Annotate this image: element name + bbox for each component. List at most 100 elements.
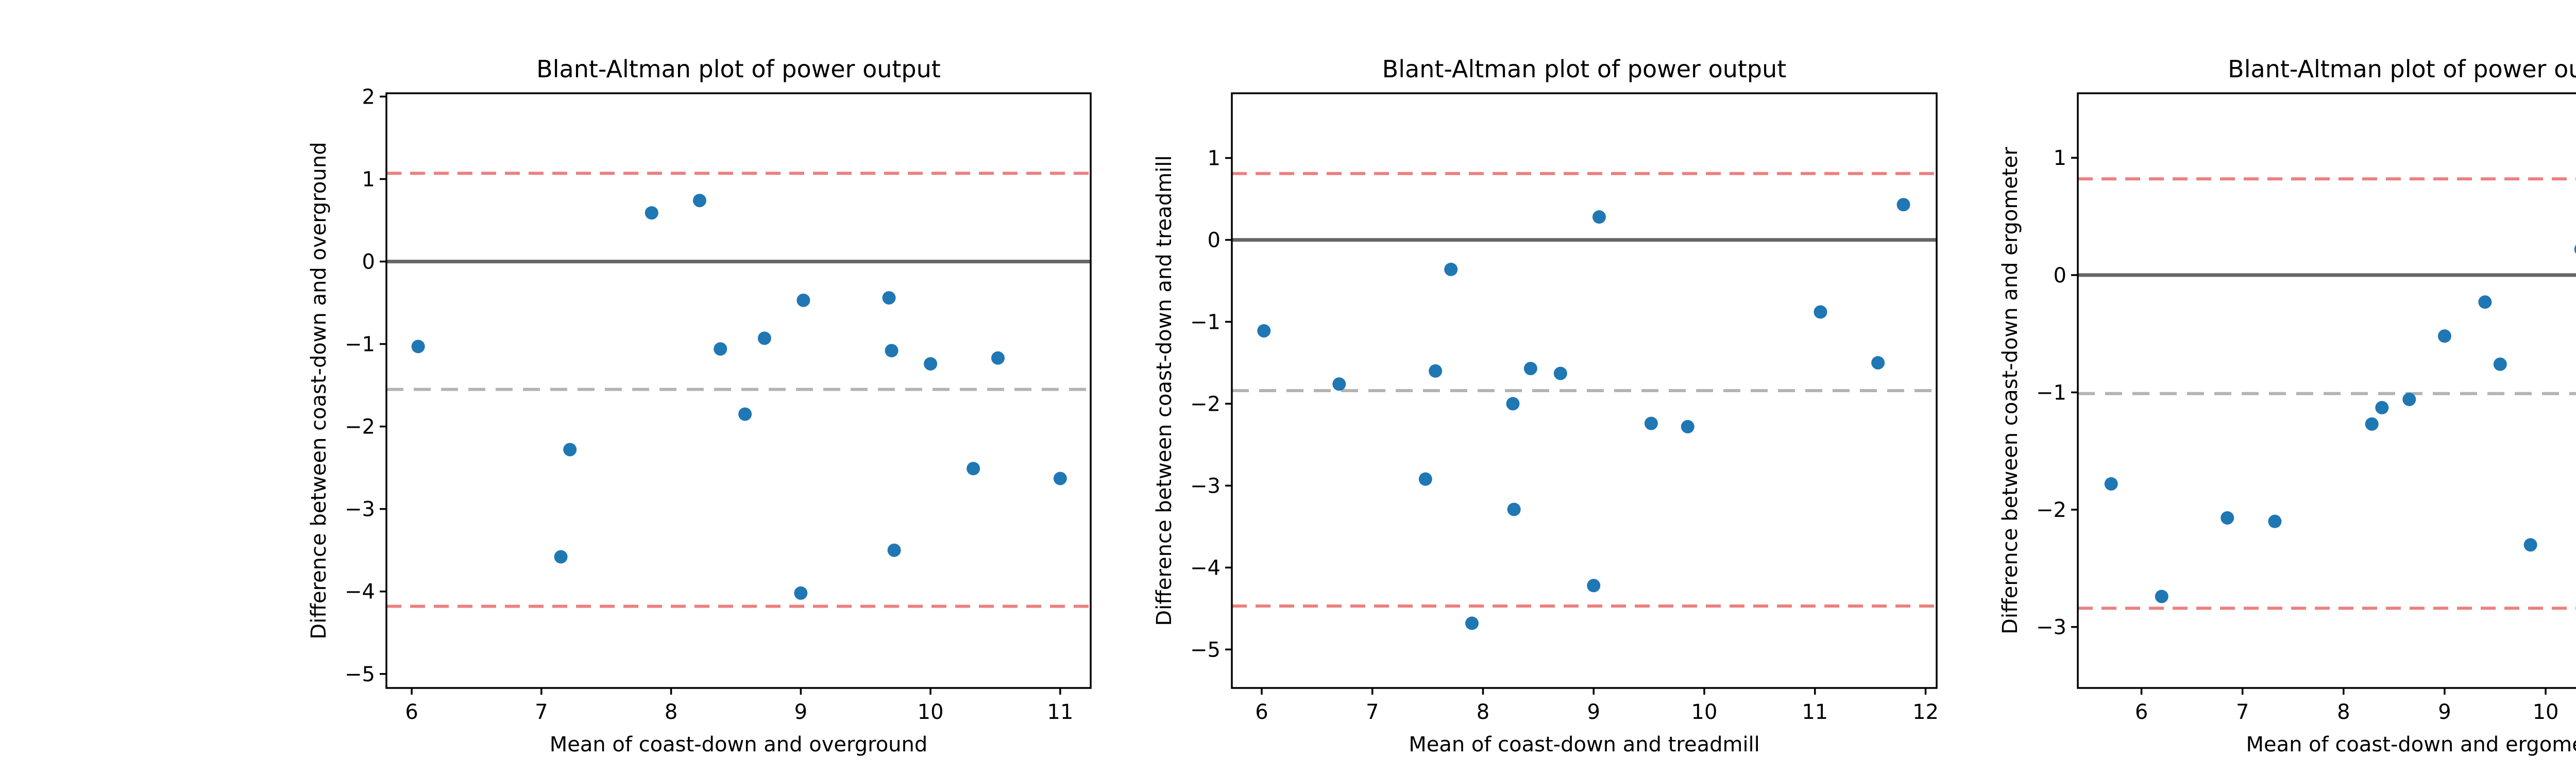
x-axis-label: Mean of coast-down and treadmill [1409,733,1760,757]
data-point [1257,324,1271,338]
y-tick-label: −4 [1190,556,1221,580]
data-point [1814,305,1827,319]
data-point [2268,514,2282,528]
y-tick-label: 1 [1208,147,1221,171]
x-tick-label: 9 [2438,700,2451,724]
data-point [887,543,901,557]
x-tick-label: 6 [1255,700,1268,724]
x-tick-label: 12 [1912,700,1939,724]
data-point [1871,356,1885,369]
x-axis-label: Mean of coast-down and overground [550,733,928,757]
data-point [2574,245,2576,254]
data-point [1592,210,1606,224]
data-point [1553,366,1567,380]
panel-title: Blant-Altman plot of power output [536,55,941,83]
x-tick-label: 8 [665,700,677,724]
panel-title: Blant-Altman plot of power output [1382,55,1787,83]
data-point [924,357,938,371]
y-tick-label: −3 [345,498,375,522]
data-point [796,293,810,307]
y-tick-label: 0 [1208,229,1221,253]
data-point [2402,393,2416,407]
y-tick-label: −3 [2036,616,2066,640]
x-tick-label: 6 [2135,700,2148,724]
data-point [1644,416,1658,430]
y-tick-label: 0 [362,250,375,274]
x-tick-label: 10 [918,700,944,724]
x-tick-label: 7 [535,700,548,724]
axes-frame [2077,92,2576,689]
axes-frame [1231,92,1938,689]
data-point [714,342,727,356]
data-point [1587,579,1601,593]
y-tick-label: −2 [2036,498,2066,522]
data-point [2104,477,2118,491]
data-point [967,462,980,476]
x-tick-label: 10 [2533,700,2559,724]
y-tick-label: 0 [2054,264,2066,288]
x-tick-label: 10 [1691,700,1718,724]
data-point [1053,472,1067,485]
x-tick-label: 6 [405,700,418,724]
x-tick-label: 7 [2236,700,2249,724]
y-axis-label: Difference between coast-down and treadm… [1153,155,1176,626]
data-point [882,291,896,305]
y-tick-label: −1 [345,333,375,357]
data-point [563,443,577,457]
data-point [411,340,425,354]
y-tick-label: −4 [345,580,375,604]
data-point [1332,377,1346,391]
data-point [2221,511,2234,525]
x-tick-label: 8 [1477,700,1489,724]
data-point [757,331,771,345]
y-axis-label: Difference between coast-down and ergome… [1998,147,2022,634]
data-point [2375,401,2389,415]
y-tick-label: −2 [1190,392,1221,416]
data-point [2523,538,2537,552]
data-point [645,206,658,220]
x-tick-label: 9 [794,700,807,724]
data-point [2437,329,2451,343]
data-point [2155,590,2168,603]
data-point [1429,364,1443,378]
y-tick-label: −1 [1190,310,1221,334]
x-tick-label: 8 [2337,700,2350,724]
data-point [2365,417,2379,431]
data-point [554,550,568,564]
data-point [1523,362,1537,376]
y-tick-label: −3 [1190,474,1221,498]
axes-frame [385,92,1092,689]
data-point [1681,419,1694,433]
x-tick-label: 9 [1587,700,1600,724]
x-tick-label: 11 [1802,700,1828,724]
data-point [885,344,899,358]
data-point [1418,472,1432,486]
y-tick-label: 1 [362,167,375,191]
panel-title: Blant-Altman plot of power output [2228,55,2576,83]
data-point [794,586,808,600]
data-point [2478,295,2492,309]
data-point [1507,502,1521,516]
data-point [1896,198,1910,212]
y-tick-label: 1 [2054,146,2066,170]
data-point [1465,616,1479,630]
y-tick-label: −2 [345,415,375,439]
data-point [692,194,706,208]
y-axis-label: Difference between coast-down and overgr… [307,142,331,639]
x-axis-label: Mean of coast-down and ergometer [2246,733,2576,757]
x-tick-label: 11 [1047,700,1073,724]
y-tick-label: −5 [1190,638,1221,662]
data-point [1444,262,1458,276]
data-point [738,407,752,421]
data-point [1506,397,1520,411]
y-tick-label: −5 [345,663,375,686]
data-point [2493,357,2507,371]
x-tick-label: 7 [1366,700,1379,724]
data-point [991,351,1005,365]
y-tick-label: 2 [362,85,375,109]
